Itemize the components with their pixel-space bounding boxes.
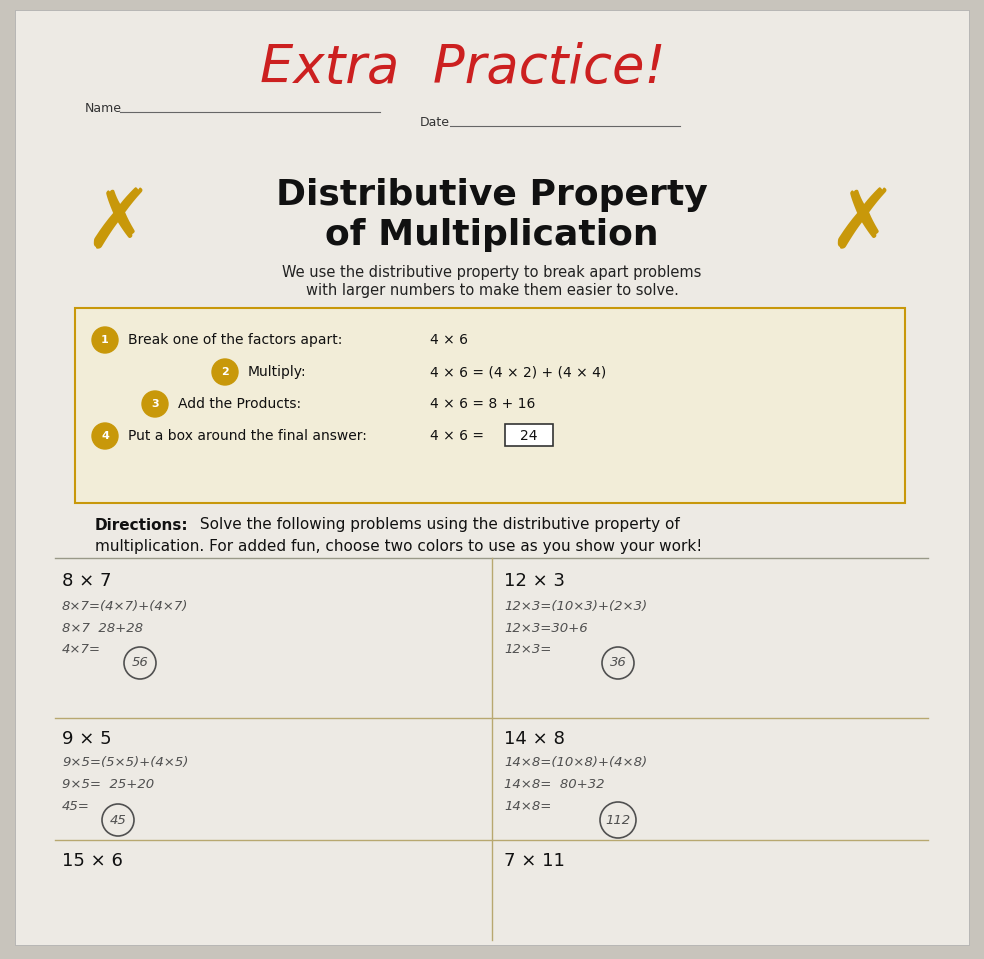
Text: 14×8=: 14×8= (504, 800, 551, 813)
Text: 112: 112 (605, 813, 631, 827)
FancyBboxPatch shape (505, 424, 553, 446)
Text: 15 × 6: 15 × 6 (62, 852, 123, 870)
Text: 4×7=: 4×7= (62, 643, 101, 656)
Text: ✗: ✗ (83, 184, 153, 266)
Text: Break one of the factors apart:: Break one of the factors apart: (128, 333, 342, 347)
Text: 12 × 3: 12 × 3 (504, 572, 565, 590)
Text: 4 × 6: 4 × 6 (430, 333, 468, 347)
Text: 14×8=  80+32: 14×8= 80+32 (504, 778, 604, 791)
Text: 4 × 6 = (4 × 2) + (4 × 4): 4 × 6 = (4 × 2) + (4 × 4) (430, 365, 606, 379)
Text: of Multiplication: of Multiplication (325, 218, 659, 252)
Text: Put a box around the final answer:: Put a box around the final answer: (128, 429, 367, 443)
Text: 45=: 45= (62, 800, 90, 813)
Text: 9×5=  25+20: 9×5= 25+20 (62, 778, 154, 791)
Circle shape (92, 327, 118, 353)
Text: Distributive Property: Distributive Property (277, 178, 707, 212)
Text: ✗: ✗ (828, 184, 897, 266)
Text: 2: 2 (221, 367, 229, 377)
Text: 56: 56 (132, 657, 149, 669)
Text: 14 × 8: 14 × 8 (504, 730, 565, 748)
Text: Multiply:: Multiply: (248, 365, 307, 379)
Text: Extra  Practice!: Extra Practice! (260, 42, 665, 94)
Text: 4 × 6 =: 4 × 6 = (430, 429, 488, 443)
Text: Add the Products:: Add the Products: (178, 397, 301, 411)
Text: 45: 45 (109, 813, 126, 827)
FancyBboxPatch shape (75, 308, 905, 503)
Text: 3: 3 (152, 399, 158, 409)
Text: 7 × 11: 7 × 11 (504, 852, 565, 870)
Text: We use the distributive property to break apart problems: We use the distributive property to brea… (282, 265, 702, 279)
Text: Solve the following problems using the distributive property of: Solve the following problems using the d… (195, 518, 680, 532)
Circle shape (92, 423, 118, 449)
Text: 8×7=(4×7)+(4×7): 8×7=(4×7)+(4×7) (62, 600, 188, 613)
Text: 8×7  28+28: 8×7 28+28 (62, 622, 143, 635)
Text: 12×3=(10×3)+(2×3): 12×3=(10×3)+(2×3) (504, 600, 647, 613)
Text: 14×8=(10×8)+(4×8): 14×8=(10×8)+(4×8) (504, 756, 647, 769)
Text: multiplication. For added fun, choose two colors to use as you show your work!: multiplication. For added fun, choose tw… (95, 540, 703, 554)
Text: 24: 24 (521, 429, 537, 443)
Text: 9×5=(5×5)+(4×5): 9×5=(5×5)+(4×5) (62, 756, 188, 769)
Text: 4: 4 (101, 431, 109, 441)
Text: 12×3=: 12×3= (504, 643, 551, 656)
Text: Directions:: Directions: (95, 518, 189, 532)
Text: 4 × 6 = 8 + 16: 4 × 6 = 8 + 16 (430, 397, 535, 411)
Text: 12×3=30+6: 12×3=30+6 (504, 622, 587, 635)
Circle shape (142, 391, 168, 417)
Text: with larger numbers to make them easier to solve.: with larger numbers to make them easier … (306, 283, 678, 297)
Text: 1: 1 (101, 335, 109, 345)
Text: Name: Name (85, 102, 122, 114)
Text: 8 × 7: 8 × 7 (62, 572, 111, 590)
Text: Date: Date (420, 115, 450, 129)
Text: 9 × 5: 9 × 5 (62, 730, 111, 748)
FancyBboxPatch shape (15, 10, 969, 945)
Text: 36: 36 (610, 657, 627, 669)
Circle shape (212, 359, 238, 385)
